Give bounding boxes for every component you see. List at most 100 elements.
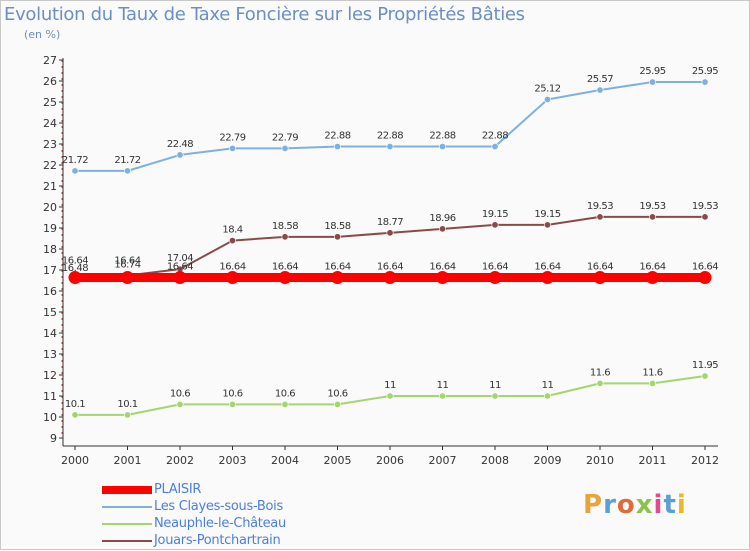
series-point-3 — [543, 221, 551, 229]
y-tick-label: 20 — [43, 201, 57, 214]
data-label-1: 22.88 — [482, 131, 508, 142]
data-label-1: 22.88 — [324, 131, 350, 142]
data-label-0: 16.64 — [62, 256, 88, 267]
series-point-1 — [281, 144, 289, 152]
proxiti-logo: Proxiti — [583, 490, 687, 520]
y-tick-label: 26 — [43, 75, 57, 88]
data-label-3: 18.58 — [272, 221, 298, 232]
data-label-2: 11 — [437, 380, 449, 391]
logo-letter: x — [635, 490, 654, 520]
y-tick-label: 11 — [43, 390, 57, 403]
series-point-2 — [648, 379, 656, 387]
legend-label: Neauphle-le-Château — [154, 516, 286, 531]
series-point-0 — [68, 271, 82, 285]
series-point-1 — [438, 143, 446, 151]
series-point-2 — [176, 400, 184, 408]
series-point-3 — [596, 213, 604, 221]
series-point-0 — [436, 271, 449, 285]
x-tick-label: 2011 — [639, 454, 667, 467]
line-chart: 9 10 11 12 13 14 15 16 17 18 19 20 21 22 23 24 25 26 27 200… — [43, 54, 719, 467]
y-tick-label: 18 — [43, 243, 57, 256]
series-point-1 — [229, 144, 237, 152]
series-point-0 — [488, 271, 502, 285]
data-label-3: 19.15 — [534, 209, 560, 220]
series-point-2 — [491, 392, 499, 400]
series-point-1 — [386, 143, 394, 151]
legend-swatch — [102, 540, 152, 542]
legend-label: Les Clayes-sous-Bois — [154, 499, 283, 514]
data-label-2: 11.6 — [590, 367, 610, 378]
series-point-0 — [593, 271, 607, 285]
legend-label: Jouars-Pontchartrain — [154, 533, 281, 548]
chart-title: Evolution du Taux de Taxe Foncière sur l… — [4, 4, 525, 25]
y-tick-label: 24 — [43, 117, 57, 130]
logo-letter: i — [653, 490, 664, 520]
data-label-0: 16.64 — [692, 262, 718, 273]
data-label-1: 21.72 — [114, 155, 140, 166]
series-point-2 — [386, 392, 394, 400]
data-label-3: 18.96 — [429, 213, 455, 224]
x-tick-label: 2004 — [271, 454, 299, 467]
data-label-0: 16.64 — [587, 262, 613, 273]
data-label-2: 11 — [489, 380, 501, 391]
series-point-1 — [71, 167, 79, 175]
y-tick-label: 15 — [43, 306, 57, 319]
chart-series — [68, 78, 712, 419]
x-tick-label: 2007 — [429, 454, 457, 467]
data-label-3: 18.58 — [324, 221, 350, 232]
logo-letter: r — [603, 490, 617, 520]
series-point-0 — [646, 271, 659, 285]
data-label-0: 16.64 — [534, 262, 560, 273]
data-label-2: 10.6 — [170, 388, 190, 399]
y-tick-label: 23 — [43, 138, 57, 151]
series-point-2 — [124, 411, 132, 419]
y-tick-label: 21 — [43, 180, 57, 193]
series-point-3 — [701, 213, 709, 221]
x-tick-label: 2012 — [691, 454, 719, 467]
data-label-2: 10.6 — [327, 388, 347, 399]
data-label-1: 25.95 — [692, 66, 718, 77]
series-point-0 — [226, 271, 239, 285]
data-label-0: 16.64 — [272, 262, 298, 273]
series-point-1 — [596, 86, 604, 94]
data-label-1: 25.95 — [639, 66, 665, 77]
data-label-1: 22.88 — [429, 131, 455, 142]
data-label-1: 25.57 — [587, 74, 613, 85]
series-point-3 — [491, 221, 499, 229]
series-point-2 — [333, 400, 341, 408]
x-tick-label: 2008 — [481, 454, 509, 467]
logo-letter: t — [663, 490, 677, 520]
series-point-1 — [333, 143, 341, 151]
series-point-1 — [701, 78, 709, 86]
data-label-3: 17.04 — [167, 253, 193, 264]
data-label-3: 16.48 — [62, 263, 88, 274]
series-point-0 — [173, 271, 187, 285]
data-label-0: 16.64 — [324, 262, 350, 273]
y-tick-label: 25 — [43, 96, 57, 109]
data-label-2: 11.95 — [692, 360, 718, 371]
series-point-3 — [438, 225, 446, 233]
series-point-3 — [281, 233, 289, 241]
data-label-3: 18.77 — [377, 217, 403, 228]
series-point-0 — [383, 271, 397, 285]
legend-label: PLAISIR — [154, 482, 202, 497]
data-label-3: 19.15 — [482, 209, 508, 220]
logo-letter: o — [616, 490, 636, 520]
data-label-0: 16.64 — [429, 262, 455, 273]
data-label-3: 19.53 — [639, 201, 665, 212]
data-label-2: 11.6 — [642, 367, 662, 378]
legend-swatch — [102, 486, 152, 494]
y-tick-label: 9 — [50, 432, 57, 445]
x-tick-label: 2006 — [376, 454, 404, 467]
data-label-0: 16.64 — [482, 262, 508, 273]
series-point-0 — [278, 271, 292, 285]
series-point-2 — [229, 400, 237, 408]
x-tick-label: 2009 — [534, 454, 562, 467]
series-point-3 — [229, 237, 237, 245]
series-point-2 — [596, 379, 604, 387]
y-tick-label: 13 — [43, 348, 57, 361]
x-tick-label: 2001 — [114, 454, 142, 467]
x-tick-label: 2002 — [166, 454, 194, 467]
y-tick-label: 16 — [43, 285, 57, 298]
series-point-3 — [333, 233, 341, 241]
